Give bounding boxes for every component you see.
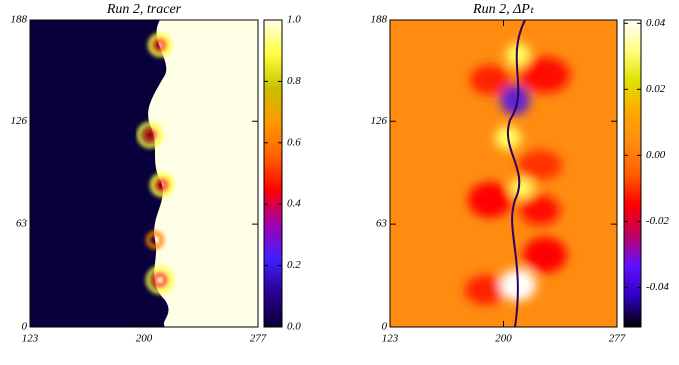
colorbar-label: 0.02: [646, 83, 666, 95]
colorbar-label: 0.04: [646, 17, 666, 29]
colorbar-label: 0.00: [646, 149, 666, 161]
chart-title: Run 2, tracer: [106, 2, 182, 17]
colorbar-label: 0.6: [287, 136, 301, 148]
colorbar-label: -0.02: [646, 215, 669, 227]
x-tick-label: 123: [22, 333, 39, 345]
colorbar-label: -0.04: [646, 281, 669, 293]
y-tick-label: 188: [371, 14, 388, 26]
x-tick-label: 277: [609, 333, 626, 345]
colorbar-label: 0.4: [287, 198, 301, 210]
y-tick-label: 126: [11, 115, 28, 127]
tracer-field: [30, 20, 258, 327]
colorbar-label: 0.8: [287, 75, 301, 87]
y-tick-label: 63: [376, 218, 388, 230]
y-tick-label: 126: [371, 115, 388, 127]
x-tick-label: 200: [495, 333, 512, 345]
x-tick-label: 200: [136, 333, 153, 345]
y-tick-label: 63: [16, 218, 28, 230]
x-tick-label: 277: [250, 333, 267, 345]
x-tick-label: 123: [382, 333, 399, 345]
pressure-field: [390, 20, 617, 327]
colorbar-label: 1.0: [287, 14, 301, 26]
y-tick-label: 0: [382, 321, 388, 333]
colorbar: [263, 19, 283, 328]
y-tick-label: 188: [11, 14, 28, 26]
colorbar-label: 0.2: [287, 259, 301, 271]
colorbar: [623, 19, 642, 328]
colorbar-label: 0.0: [287, 321, 301, 333]
chart-title: Run 2, ΔPₜ: [472, 2, 535, 17]
y-tick-label: 0: [22, 321, 28, 333]
